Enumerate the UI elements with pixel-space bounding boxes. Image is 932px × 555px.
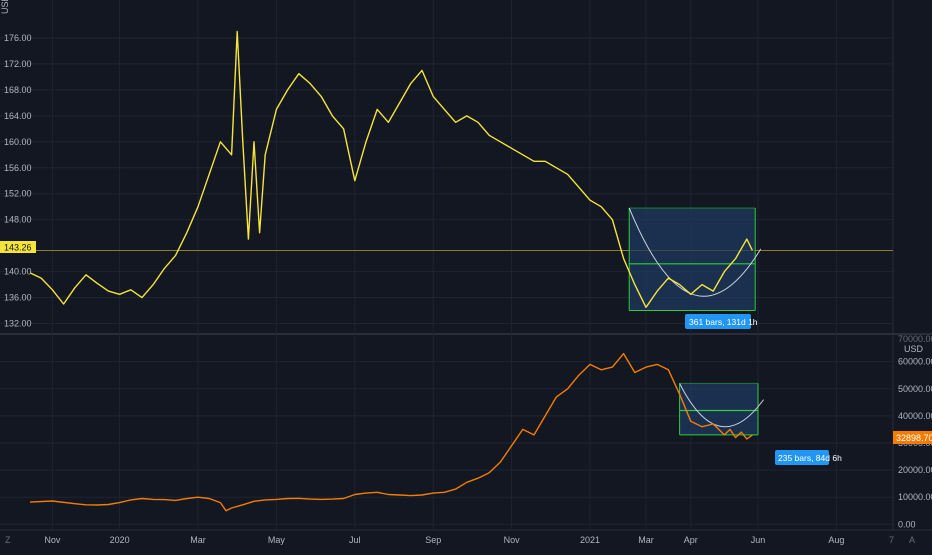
btc-pattern <box>680 383 764 434</box>
gold-currency-label: USD <box>0 0 10 14</box>
time-tick-label: Nov <box>504 535 521 545</box>
zoom-corner-label[interactable]: Z <box>5 535 11 545</box>
time-tick-label: 2020 <box>110 535 130 545</box>
btc-price-badge-text: 32898.70 <box>896 433 932 443</box>
btc-pattern-badge-text: 235 bars, 84d 6h <box>778 453 842 463</box>
gold-pattern-badge-text: 361 bars, 131d 1h <box>689 317 758 327</box>
gold-pattern-badge[interactable]: 361 bars, 131d 1h <box>685 314 758 329</box>
gold-pattern <box>629 208 761 311</box>
btc-y-tick-label: 0.00 <box>898 519 916 529</box>
gold-y-tick-label: 176.00 <box>4 33 32 43</box>
time-axis-right-num: 7 <box>889 535 894 545</box>
gold-y-tick-label: 152.00 <box>4 189 32 199</box>
gold-pattern-box <box>629 208 755 311</box>
gold-y-tick-label: 156.00 <box>4 163 32 173</box>
btc-pattern-badge[interactable]: 235 bars, 84d 6h <box>775 450 842 465</box>
btc-y-tick-label: 20000.00 <box>898 465 932 475</box>
btc-y-tick-label: 60000.00 <box>898 357 932 367</box>
time-tick-label: Apr <box>684 535 698 545</box>
time-tick-label: May <box>268 535 286 545</box>
gold-price-badge-text: 143.26 <box>4 243 32 253</box>
btc-pattern-box <box>680 383 758 434</box>
time-tick-label: Jul <box>349 535 361 545</box>
btc-last-price-badge: 32898.70 <box>893 431 932 444</box>
gold-y-tick-label: 148.00 <box>4 215 32 225</box>
time-tick-label: Mar <box>638 535 654 545</box>
gold-y-tick-label: 136.00 <box>4 293 32 303</box>
btc-scale-top-label: 70000.00 <box>898 334 932 344</box>
time-tick-label: 2021 <box>580 535 600 545</box>
btc-currency-label: USD <box>904 344 924 354</box>
time-tick-label: Sep <box>425 535 441 545</box>
gold-y-tick-label: 132.00 <box>4 319 32 329</box>
btc-y-tick-label: 50000.00 <box>898 384 932 394</box>
gold-y-tick-label: 172.00 <box>4 59 32 69</box>
time-tick-label: Mar <box>190 535 206 545</box>
gold-y-tick-label: 160.00 <box>4 137 32 147</box>
gold-last-price-badge: 143.26 <box>0 241 36 253</box>
gold-y-tick-label: 140.00 <box>4 267 32 277</box>
gold-y-tick-label: 164.00 <box>4 111 32 121</box>
time-tick-label: Nov <box>44 535 61 545</box>
btc-y-tick-label: 10000.00 <box>898 492 932 502</box>
time-tick-label: Aug <box>828 535 844 545</box>
time-tick-label: Jun <box>751 535 766 545</box>
gold-y-tick-label: 168.00 <box>4 85 32 95</box>
auto-scale-button[interactable]: A <box>909 535 915 545</box>
btc-y-tick-label: 40000.00 <box>898 411 932 421</box>
